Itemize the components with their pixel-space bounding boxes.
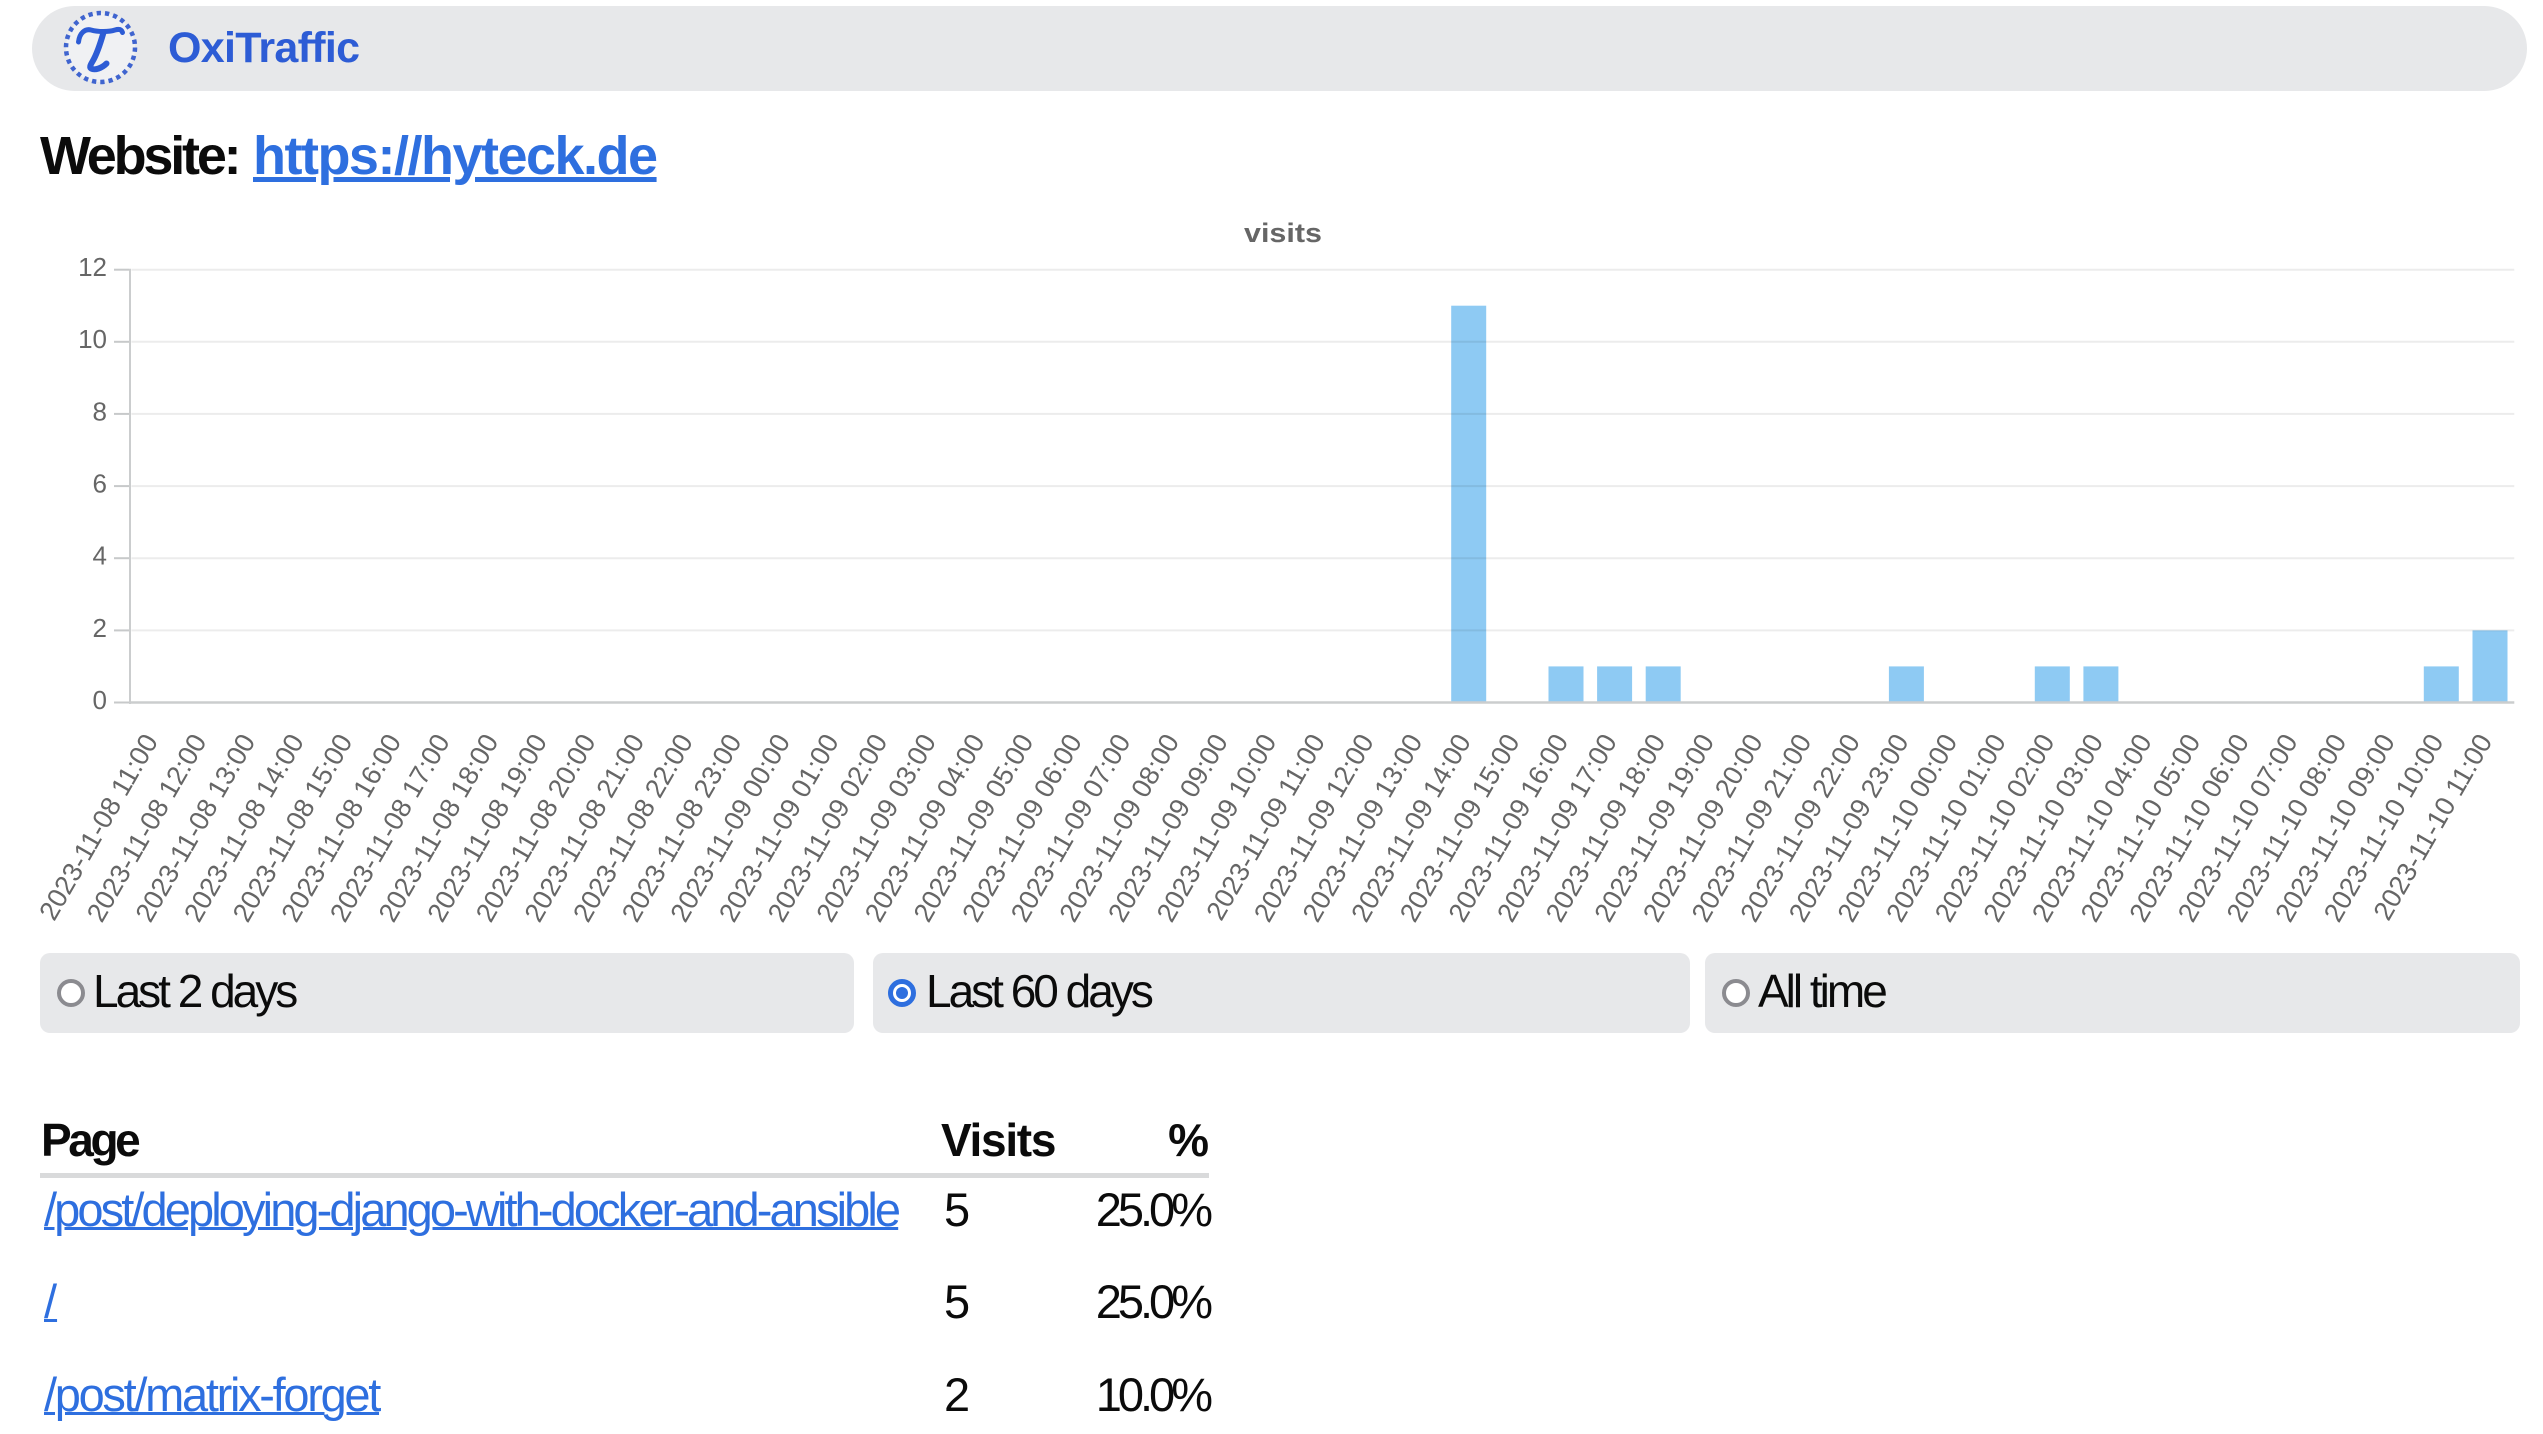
svg-text:visits: visits (1244, 218, 1322, 248)
svg-text:4: 4 (93, 541, 107, 571)
svg-text:2: 2 (93, 613, 107, 643)
svg-text:10: 10 (78, 324, 107, 354)
svg-text:6: 6 (93, 469, 107, 499)
svg-text:0: 0 (93, 685, 107, 715)
svg-text:12: 12 (78, 252, 107, 282)
svg-text:8: 8 (93, 396, 107, 426)
